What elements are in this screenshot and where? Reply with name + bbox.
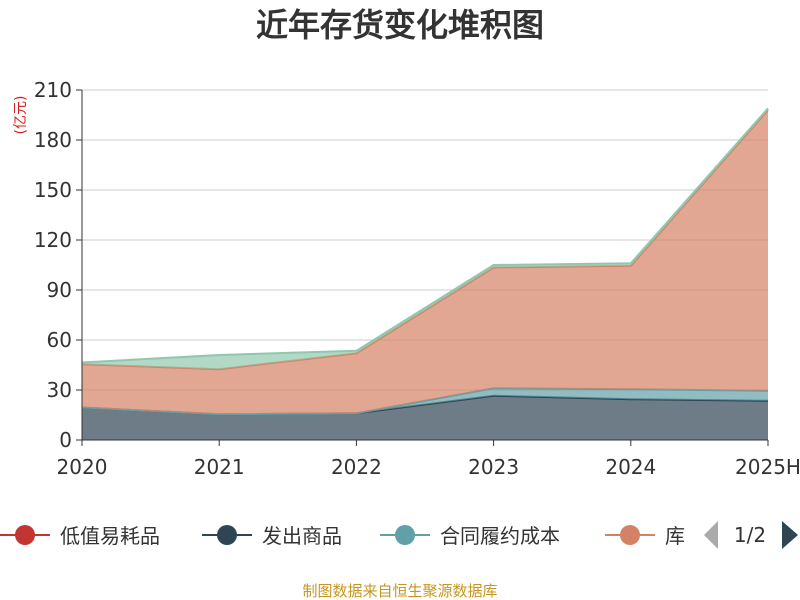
legend-label: 库 (665, 524, 685, 548)
chart-title: 近年存货变化堆积图 (256, 6, 544, 44)
y-tick-label: 30 (47, 378, 72, 402)
legend-page-indicator: 1/2 (734, 523, 766, 547)
y-tick-label: 150 (34, 178, 72, 202)
y-axis-unit: (亿元) (13, 96, 29, 135)
y-tick-label: 180 (34, 128, 72, 152)
x-tick-label: 2024 (605, 455, 656, 479)
y-tick-label: 90 (47, 278, 72, 302)
legend-pager: 1/2 (704, 521, 798, 549)
legend-marker (395, 525, 415, 545)
y-tick-label: 210 (34, 78, 72, 102)
x-tick-label: 2022 (331, 455, 382, 479)
area-line-4 (81, 107, 769, 364)
legend-label: 发出商品 (262, 524, 342, 548)
x-tick-label: 2025H (735, 455, 800, 479)
area-1 (82, 395, 768, 440)
stacked-areas (81, 107, 769, 440)
source-note: 制图数据来自恒生聚源数据库 (302, 582, 497, 600)
legend-label: 低值易耗品 (60, 524, 160, 548)
y-tick-label: 60 (47, 328, 72, 352)
y-tick-label: 120 (34, 228, 72, 252)
prev-page-icon[interactable] (704, 521, 718, 549)
x-tick-label: 2021 (194, 455, 245, 479)
legend-marker (217, 525, 237, 545)
y-tick-label: 0 (59, 428, 72, 452)
legend: 低值易耗品 发出商品 合同履约成本 库 (0, 524, 685, 548)
legend-label: 合同履约成本 (440, 524, 560, 548)
axes: 0 30 60 90 120 150 180 210 2020 2021 2022 2023 2024 2… (34, 78, 800, 479)
next-page-icon[interactable] (782, 521, 798, 549)
grid-lines (82, 89, 768, 391)
area-3 (82, 110, 768, 415)
legend-marker (15, 525, 35, 545)
x-tick-label: 2023 (468, 455, 519, 479)
x-tick-label: 2020 (57, 455, 108, 479)
legend-marker (620, 525, 640, 545)
